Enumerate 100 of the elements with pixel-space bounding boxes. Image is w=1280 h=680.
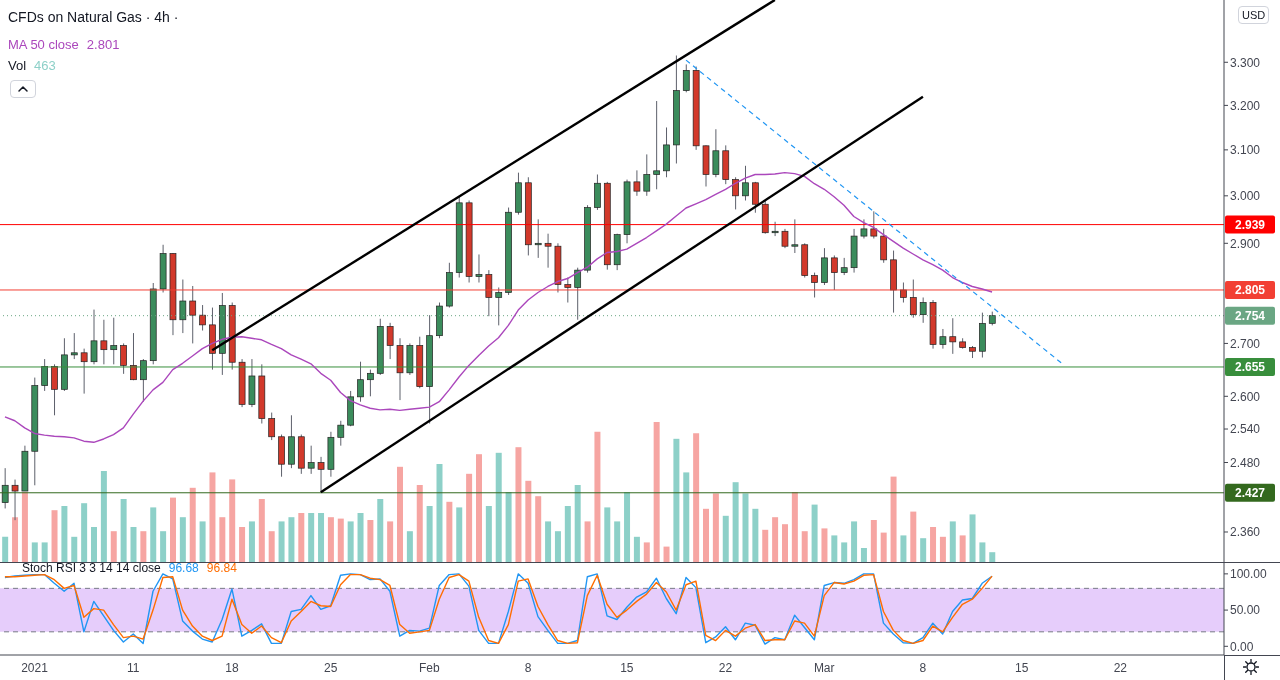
bar <box>268 531 275 562</box>
candlestick <box>712 128 720 178</box>
x-tick-label: 2021 <box>21 660 49 675</box>
bar <box>219 517 226 562</box>
ref-line-label: 2.939 <box>1234 217 1266 232</box>
chart-title: Vol <box>8 58 27 73</box>
bar <box>337 518 344 562</box>
candlestick <box>653 100 661 190</box>
y-axis-title: USD <box>1242 9 1266 21</box>
bar <box>831 535 838 562</box>
y-tick-label: 2.540 <box>1230 422 1261 437</box>
bar <box>515 447 522 562</box>
candlestick <box>100 319 108 365</box>
bar <box>41 542 48 562</box>
candlestick <box>939 328 947 350</box>
bar <box>594 431 601 562</box>
bar <box>426 506 433 562</box>
x-tick-label: 18 <box>225 660 239 675</box>
y-tick-label: 3.300 <box>1230 55 1261 70</box>
annotation: 96.84 <box>206 561 237 575</box>
chart-title: Stoch RSI 3 3 14 14 close <box>22 561 161 575</box>
line-series <box>4 573 993 645</box>
y-tick-label: 2.700 <box>1230 336 1261 351</box>
bar <box>653 422 660 562</box>
bar <box>712 493 719 562</box>
bar <box>387 521 394 562</box>
candlestick <box>742 165 749 201</box>
candlestick <box>41 358 49 392</box>
bar <box>939 536 946 562</box>
bar <box>140 531 147 562</box>
candlestick <box>574 267 582 321</box>
annotation: 96.68 <box>168 561 199 575</box>
bar <box>752 508 759 562</box>
candlestick <box>544 233 552 269</box>
bar <box>959 535 966 562</box>
bar <box>772 517 779 562</box>
candlestick <box>860 218 868 239</box>
bar <box>604 507 611 562</box>
bar <box>821 528 828 562</box>
bar <box>91 527 98 562</box>
candlestick <box>307 445 315 475</box>
bar <box>51 510 58 562</box>
bar <box>525 480 532 562</box>
bar <box>722 515 729 562</box>
bar <box>110 531 117 562</box>
candlestick <box>1 467 9 509</box>
annotation: 463 <box>34 58 56 73</box>
candlestick <box>682 63 690 93</box>
bar <box>239 527 246 562</box>
candlestick <box>781 228 789 249</box>
candlestick <box>870 210 878 239</box>
x-tick-label: 8 <box>919 660 927 675</box>
bar <box>762 529 769 562</box>
bar <box>416 485 423 562</box>
bar <box>2 536 9 562</box>
bar <box>258 499 265 562</box>
bar <box>357 513 364 562</box>
bar <box>624 492 631 562</box>
candlestick <box>485 269 493 317</box>
candlestick <box>189 285 197 344</box>
bar <box>160 531 167 562</box>
bar <box>673 438 680 562</box>
bar <box>505 492 512 562</box>
bar <box>979 542 986 562</box>
x-tick-label: 11 <box>127 660 140 675</box>
bar <box>248 521 255 562</box>
bar <box>327 517 334 562</box>
candlestick <box>179 279 187 334</box>
bar <box>574 485 581 562</box>
candlestick <box>919 296 927 324</box>
candlestick <box>495 286 503 326</box>
bar <box>742 493 749 562</box>
bar <box>71 536 78 562</box>
candlestick <box>317 456 325 493</box>
y-tick-label: 3.000 <box>1230 189 1261 204</box>
bar <box>693 433 700 562</box>
candlestick <box>140 358 147 403</box>
bar <box>841 542 848 562</box>
bar <box>179 517 186 562</box>
bar <box>278 521 285 562</box>
bar <box>801 531 808 562</box>
candlestick <box>51 363 58 416</box>
candlestick <box>199 304 206 332</box>
bar <box>81 503 88 562</box>
y-tick-label: 3.100 <box>1230 143 1261 158</box>
ref-line-label: 2.805 <box>1234 283 1266 298</box>
candlestick <box>752 181 759 214</box>
candlestick <box>130 332 137 381</box>
line-series <box>4 171 993 444</box>
bar <box>811 504 818 562</box>
candlestick <box>633 169 641 197</box>
bar <box>969 514 976 562</box>
bar <box>367 520 374 562</box>
bar <box>683 472 690 562</box>
bar <box>584 521 591 562</box>
ref-line-label: 2.655 <box>1234 360 1266 375</box>
bar <box>61 506 68 562</box>
candlestick <box>268 412 276 441</box>
x-tick-label: Mar <box>813 660 835 675</box>
candlestick <box>357 361 364 403</box>
